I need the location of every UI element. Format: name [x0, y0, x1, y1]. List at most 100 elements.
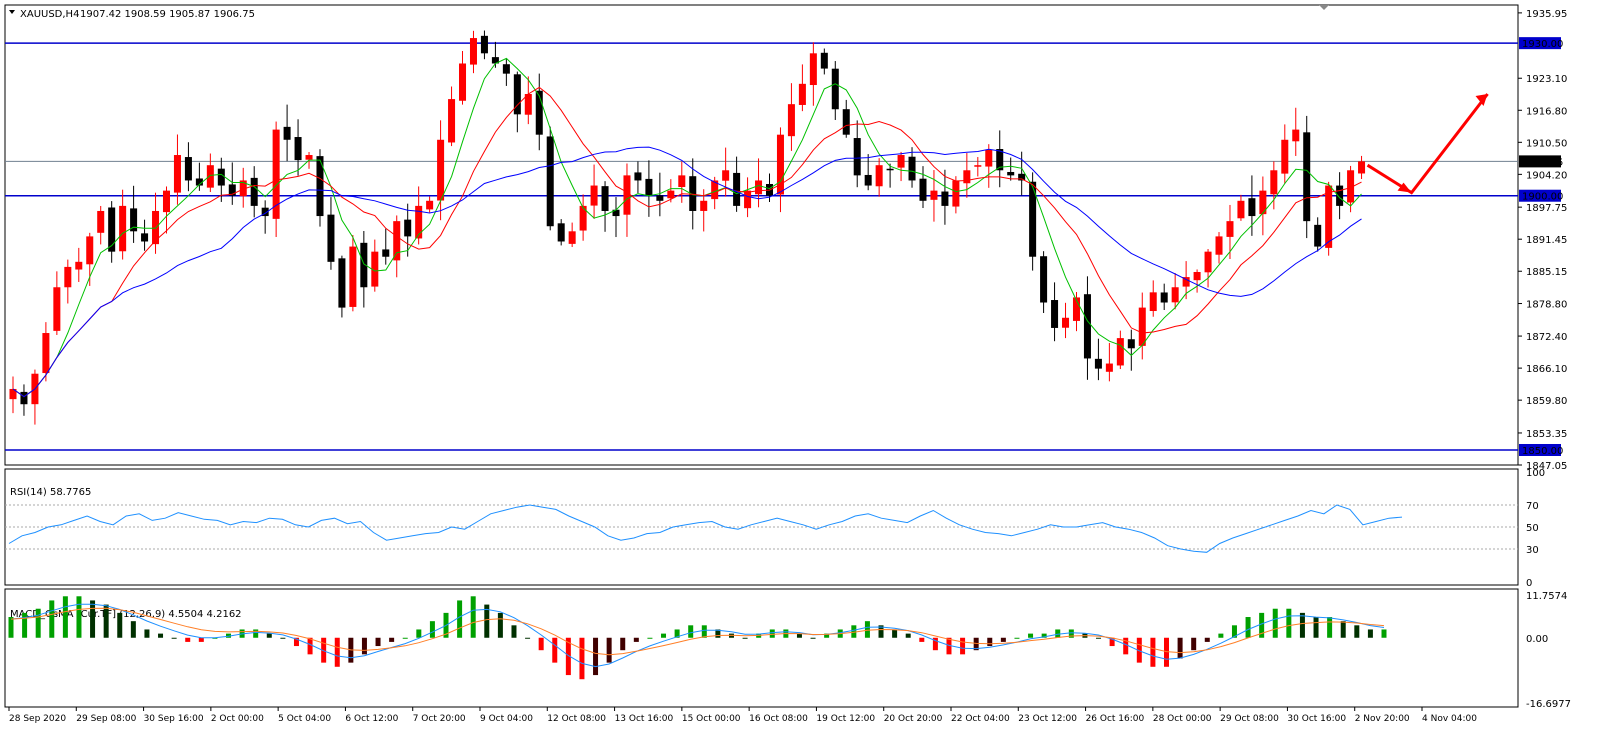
candle-body	[338, 258, 346, 308]
macd-histogram-bar	[919, 637, 925, 642]
macd-histogram-bar	[1109, 637, 1115, 647]
candle-body	[130, 208, 138, 232]
candle-body	[678, 175, 686, 188]
candle-body	[1018, 173, 1026, 181]
candle-body	[382, 249, 390, 257]
macd-histogram-bar	[484, 604, 490, 638]
macd-histogram-bar	[22, 612, 28, 638]
macd-histogram-bar	[1354, 625, 1360, 638]
macd-histogram-bar	[946, 637, 952, 655]
macd-tick-label: -16.6977	[1526, 699, 1571, 710]
ma-fast-line	[12, 57, 1362, 398]
candle-body	[776, 134, 784, 195]
candle-body	[305, 155, 313, 160]
time-tick-label: 30 Sep 16:00	[144, 714, 204, 724]
candle-body	[689, 176, 697, 211]
rsi-tick-label: 30	[1526, 545, 1539, 556]
macd-histogram-bar	[429, 621, 435, 638]
candle-body	[1105, 363, 1113, 372]
candle-body	[919, 178, 927, 201]
candle-body	[787, 104, 795, 137]
time-tick-label: 26 Oct 16:00	[1086, 714, 1145, 724]
candle-body	[272, 129, 280, 219]
candle-body	[963, 170, 971, 184]
macd-histogram-bar	[144, 629, 150, 638]
time-tick-label: 2 Oct 00:00	[211, 714, 264, 724]
macd-histogram-bar	[158, 633, 164, 638]
candle-body	[513, 74, 521, 115]
macd-histogram-bar	[76, 596, 82, 638]
macd-histogram-bar	[824, 633, 830, 638]
macd-histogram-bar	[633, 637, 639, 642]
macd-histogram-bar	[796, 633, 802, 638]
macd-histogram-bar	[661, 633, 667, 638]
macd-histogram-bar	[1028, 633, 1034, 638]
macd-histogram-bar	[552, 637, 558, 663]
price-tick-label: 1897.75	[1526, 203, 1567, 214]
candle-body	[831, 68, 839, 110]
candle-body	[1259, 190, 1267, 215]
macd-histogram-bar	[620, 637, 626, 651]
time-tick-label: 6 Oct 12:00	[345, 714, 398, 724]
candle-body	[283, 126, 291, 140]
candle-body	[1171, 287, 1179, 303]
candle-body	[634, 172, 642, 181]
macd-signal-line-blue	[10, 603, 1385, 668]
macd-histogram-bar	[1041, 633, 1047, 638]
time-tick-label: 13 Oct 16:00	[615, 714, 674, 724]
candle-body	[667, 190, 675, 199]
macd-histogram-bar	[742, 637, 748, 639]
candle-body	[864, 174, 872, 186]
macd-histogram-bar	[266, 633, 272, 638]
macd-histogram-bar	[511, 625, 517, 638]
forecast-arrow-path	[1366, 93, 1489, 195]
candle-body	[173, 155, 181, 193]
forecast-arrow-up-head	[1475, 93, 1488, 106]
macd-histogram-bar	[1068, 629, 1074, 638]
macd-histogram-bar	[185, 637, 191, 642]
candle-body	[853, 138, 861, 176]
candle-body	[645, 178, 653, 196]
macd-histogram-bar	[117, 612, 123, 638]
candle-body	[459, 63, 467, 101]
candle-body	[217, 168, 225, 186]
macd-histogram-bar	[470, 596, 476, 638]
candle-body	[415, 205, 423, 239]
rsi-line	[8, 504, 1403, 553]
time-tick-label: 30 Oct 16:00	[1287, 714, 1346, 724]
macd-histogram-bar	[769, 629, 775, 638]
macd-histogram-bar	[226, 633, 232, 638]
macd-histogram-bar	[1245, 617, 1251, 638]
macd-histogram-bar	[892, 629, 898, 638]
macd-histogram-bar	[361, 637, 367, 655]
time-tick-label: 29 Sep 08:00	[76, 714, 136, 724]
time-tick-label: 2 Nov 20:00	[1355, 714, 1410, 724]
candle-body	[612, 209, 620, 217]
macd-histogram-bar	[701, 625, 707, 638]
macd-histogram-bar	[593, 637, 599, 676]
candle-body	[480, 35, 488, 54]
macd-histogram-bar	[674, 629, 680, 638]
candle-body	[1138, 307, 1146, 346]
macd-histogram-bar	[130, 621, 136, 638]
price-tick-label: 1891.45	[1526, 235, 1567, 246]
candle-body	[875, 165, 883, 187]
candle-body	[952, 180, 960, 207]
macd-histogram-bar	[1014, 637, 1020, 639]
candle-body	[349, 246, 357, 307]
macd-histogram-bar	[579, 637, 585, 680]
candle-body	[360, 242, 368, 288]
macd-histogram-bar	[606, 637, 612, 663]
price-tick-label: 1916.80	[1526, 106, 1567, 117]
candle-body	[974, 165, 982, 167]
candle-body	[1215, 236, 1223, 255]
macd-histogram-bar	[1231, 625, 1237, 638]
candle-body	[294, 137, 302, 161]
macd-histogram-bar	[334, 637, 340, 667]
candle-body	[448, 99, 456, 143]
time-tick-label: 29 Oct 08:00	[1220, 714, 1279, 724]
candle-body	[195, 178, 203, 186]
menu-triangle-icon	[9, 10, 15, 14]
time-tick-label: 7 Oct 20:00	[413, 714, 466, 724]
